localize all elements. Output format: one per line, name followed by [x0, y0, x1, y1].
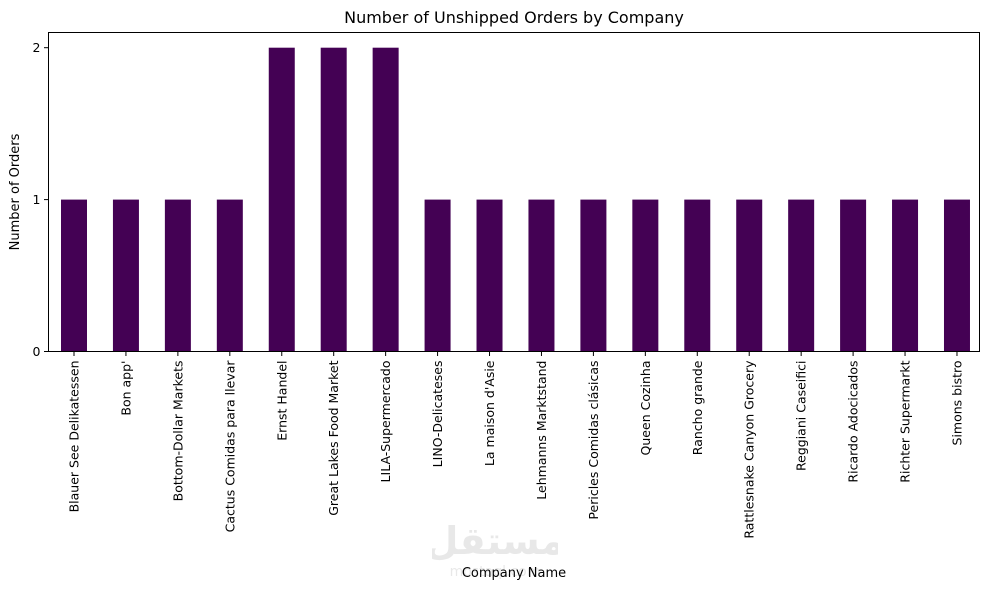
bar	[943, 199, 970, 352]
x-tick-label: Rancho grande	[690, 360, 705, 455]
x-tick-label: Pericles Comidas clásicas	[586, 361, 601, 520]
bar	[216, 199, 243, 352]
x-tick-label: Cactus Comidas para llevar	[222, 360, 237, 533]
y-tick-label: 1	[33, 192, 41, 207]
watermark-logo: مستقل mostaql.com	[432, 519, 558, 580]
plot-frame	[48, 32, 980, 352]
bar	[61, 199, 87, 352]
bar	[580, 199, 607, 352]
x-tick-label: Simons bistro	[949, 361, 964, 446]
x-tick-label: Great Lakes Food Market	[326, 360, 341, 515]
x-tick-label: LINO-Delicateses	[430, 361, 445, 468]
x-tick-label: Bon app'	[118, 361, 133, 416]
y-tick-label: 0	[33, 344, 41, 359]
x-tick-label: Bottom-Dollar Markets	[170, 361, 185, 502]
x-tick-label: La maison d'Asie	[482, 360, 497, 466]
x-tick-label: Reggiani Caseifici	[794, 361, 809, 471]
y-axis-label: Number of Orders	[8, 133, 23, 250]
x-tick-label: Lehmanns Marktstand	[534, 361, 549, 500]
bar	[112, 199, 139, 352]
bar	[528, 199, 555, 352]
chart-title: Number of Unshipped Orders by Company	[344, 8, 684, 27]
x-tick-label: Blauer See Delikatessen	[67, 361, 82, 513]
x-tick-label: Queen Cozinha	[638, 361, 653, 456]
bar	[684, 199, 711, 352]
bar	[372, 47, 399, 352]
y-axis-ticks: 0 1 2	[33, 40, 49, 359]
bars-group	[61, 47, 970, 352]
x-tick-label: Ernst Handel	[274, 361, 289, 441]
x-tick-label: LILA-Supermercado	[378, 361, 393, 483]
x-tick-label: Rattlesnake Canyon Grocery	[742, 360, 757, 539]
x-tick-label: Ricardo Adocicados	[846, 361, 861, 483]
bar	[424, 199, 451, 352]
y-tick-label: 2	[33, 40, 41, 55]
bar	[788, 199, 815, 352]
bar	[320, 47, 347, 352]
x-axis-ticks: Blauer See Delikatessen Bon app' Bottom-Do…	[67, 351, 964, 539]
watermark-logo-text: مستقل	[432, 519, 558, 563]
bar	[892, 199, 919, 352]
bar	[476, 199, 503, 352]
bar	[840, 199, 867, 352]
bar	[268, 47, 295, 352]
bar	[164, 199, 191, 352]
x-axis-label: Company Name	[462, 566, 566, 581]
x-tick-label: Richter Supermarkt	[898, 360, 913, 482]
bar	[632, 199, 659, 352]
bar	[736, 199, 763, 352]
watermark-sub-text: mostaql.com	[450, 564, 541, 580]
